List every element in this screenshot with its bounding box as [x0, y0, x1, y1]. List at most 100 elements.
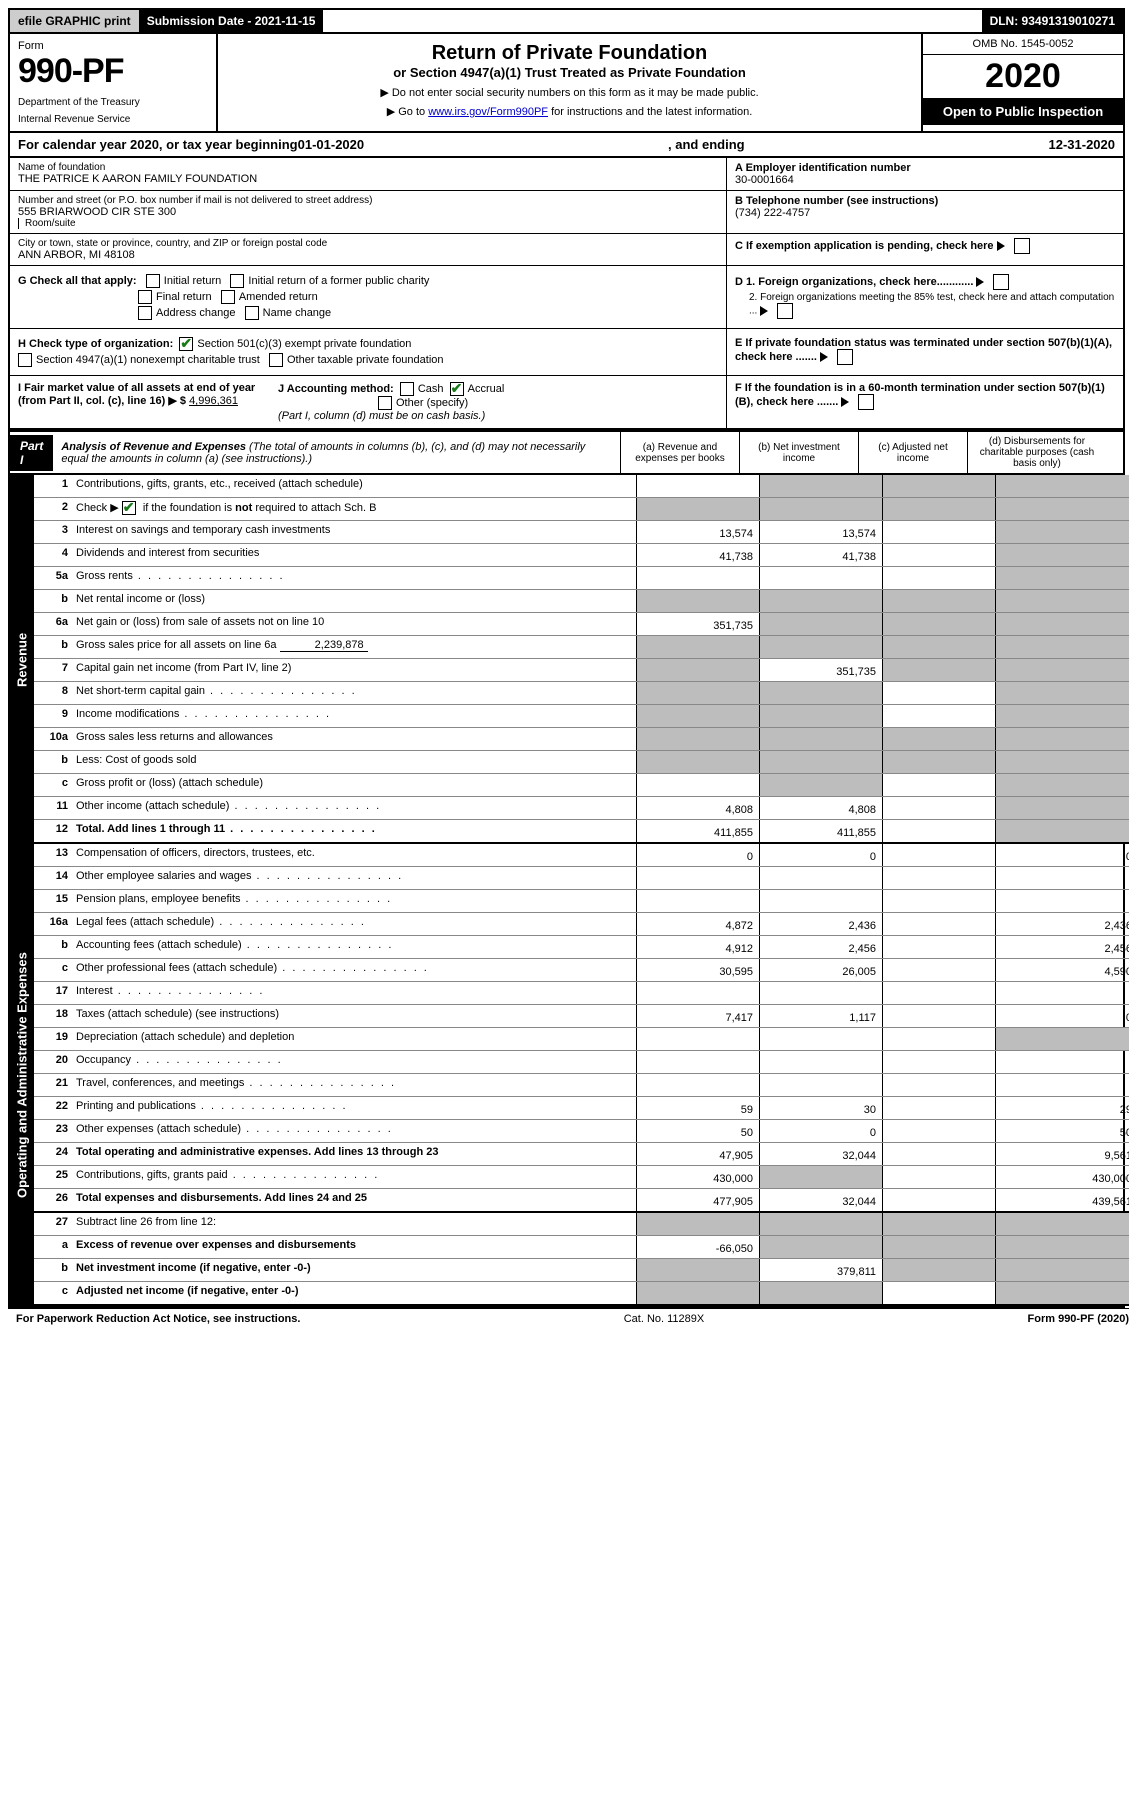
expenses-label: Operating and Administrative Expenses [10, 844, 34, 1306]
part1-title: Analysis of Revenue and Expenses [61, 441, 246, 453]
section-h-e: H Check type of organization: Section 50… [10, 329, 1123, 376]
row-20: 20Occupancy [34, 1051, 1129, 1074]
h-other-checkbox[interactable] [269, 353, 283, 367]
submission-date: Submission Date - 2021-11-15 [139, 10, 324, 32]
r16a-a: 4,872 [636, 913, 759, 935]
c-label: C If exemption application is pending, c… [735, 240, 994, 252]
f-label: F If the foundation is in a 60-month ter… [735, 382, 1105, 408]
j-other-checkbox[interactable] [378, 396, 392, 410]
row-17: 17Interest [34, 982, 1129, 1005]
j-note: (Part I, column (d) must be on cash basi… [278, 410, 718, 422]
form-note-link: ▶ Go to www.irs.gov/Form990PF for instru… [226, 105, 913, 118]
j-accrual: Accrual [468, 383, 505, 395]
row-11: 11Other income (attach schedule)4,8084,8… [34, 797, 1129, 820]
address-row: Number and street (or P.O. box number if… [10, 191, 1123, 234]
topbar: efile GRAPHIC print Submission Date - 20… [10, 10, 1123, 34]
r27b-b: 379,811 [759, 1259, 882, 1281]
r10c-desc: Gross profit or (loss) (attach schedule) [72, 774, 636, 796]
row-26: 26Total expenses and disbursements. Add … [34, 1189, 1129, 1213]
r24-b: 32,044 [759, 1143, 882, 1165]
r8-desc: Net short-term capital gain [72, 682, 636, 704]
r6a-a: 351,735 [636, 613, 759, 635]
form-id-block: Form 990-PF Department of the Treasury I… [10, 34, 218, 131]
form-year-block: OMB No. 1545-0052 2020 Open to Public In… [921, 34, 1123, 131]
foundation-name-row: Name of foundation THE PATRICE K AARON F… [10, 158, 1123, 191]
r16b-d: 2,456 [995, 936, 1129, 958]
arrow-icon [997, 241, 1005, 251]
g-initial-return-checkbox[interactable] [146, 274, 160, 288]
h-4947-checkbox[interactable] [18, 353, 32, 367]
r26-d: 439,561 [995, 1189, 1129, 1211]
r18-desc: Taxes (attach schedule) (see instruction… [72, 1005, 636, 1027]
r16b-a: 4,912 [636, 936, 759, 958]
row-22: 22Printing and publications593029 [34, 1097, 1129, 1120]
g-initial-former-checkbox[interactable] [230, 274, 244, 288]
j-accrual-checkbox[interactable] [450, 382, 464, 396]
d2-checkbox[interactable] [777, 303, 793, 319]
j-cash-checkbox[interactable] [400, 382, 414, 396]
f-checkbox[interactable] [858, 394, 874, 410]
g-name-checkbox[interactable] [245, 306, 259, 320]
d1-checkbox[interactable] [993, 274, 1009, 290]
calendar-year-row: For calendar year 2020, or tax year begi… [10, 133, 1123, 158]
r22-a: 59 [636, 1097, 759, 1119]
row-23: 23Other expenses (attach schedule)50050 [34, 1120, 1129, 1143]
g-final-checkbox[interactable] [138, 290, 152, 304]
cal-pre: For calendar year 2020, or tax year begi… [18, 137, 298, 152]
row-13: 13Compensation of officers, directors, t… [34, 844, 1129, 867]
r1-desc: Contributions, gifts, grants, etc., rece… [72, 475, 636, 497]
r12-desc: Total. Add lines 1 through 11 [72, 820, 636, 842]
r27a-desc: Excess of revenue over expenses and disb… [72, 1236, 636, 1258]
r23-b: 0 [759, 1120, 882, 1142]
r13-d: 0 [995, 844, 1129, 866]
schb-checkbox[interactable] [122, 501, 136, 515]
g-amended-checkbox[interactable] [221, 290, 235, 304]
ein-label: A Employer identification number [735, 162, 1115, 174]
row-6b: bGross sales price for all assets on lin… [34, 636, 1129, 659]
e-checkbox[interactable] [837, 349, 853, 365]
r11-b: 4,808 [759, 797, 882, 819]
r5a-desc: Gross rents [72, 567, 636, 589]
r23-d: 50 [995, 1120, 1129, 1142]
r13-b: 0 [759, 844, 882, 866]
r4-desc: Dividends and interest from securities [72, 544, 636, 566]
col-c-header: (c) Adjusted net income [859, 432, 968, 473]
j-other: Other (specify) [396, 397, 468, 409]
section-g-d: G Check all that apply: Initial return I… [10, 266, 1123, 329]
irs-link[interactable]: www.irs.gov/Form990PF [428, 106, 548, 118]
r11-desc: Other income (attach schedule) [72, 797, 636, 819]
g-label: G Check all that apply: [18, 275, 137, 287]
row-16b: bAccounting fees (attach schedule)4,9122… [34, 936, 1129, 959]
r16b-desc: Accounting fees (attach schedule) [72, 936, 636, 958]
dln: DLN: 93491319010271 [982, 10, 1123, 32]
form-subtitle: or Section 4947(a)(1) Trust Treated as P… [226, 65, 913, 80]
r25-desc: Contributions, gifts, grants paid [72, 1166, 636, 1188]
g-final: Final return [156, 291, 212, 303]
street-address: 555 BRIARWOOD CIR STE 300 [18, 206, 718, 218]
city-label: City or town, state or province, country… [18, 238, 718, 249]
h-501c3-checkbox[interactable] [179, 337, 193, 351]
form-number: 990-PF [18, 52, 208, 91]
g-address-checkbox[interactable] [138, 306, 152, 320]
r7-b: 351,735 [759, 659, 882, 681]
cal-begin: 01-01-2020 [298, 137, 365, 152]
room-label: Room/suite [18, 218, 145, 229]
r16c-a: 30,595 [636, 959, 759, 981]
row-3: 3Interest on savings and temporary cash … [34, 521, 1129, 544]
r27b-desc: Net investment income (if negative, ente… [72, 1259, 636, 1281]
form-title: Return of Private Foundation [226, 42, 913, 65]
r13-desc: Compensation of officers, directors, tru… [72, 844, 636, 866]
j-label: J Accounting method: [278, 383, 394, 395]
row-21: 21Travel, conferences, and meetings [34, 1074, 1129, 1097]
efile-print-button[interactable]: efile GRAPHIC print [10, 10, 139, 32]
dept-treasury: Department of the Treasury [18, 97, 208, 108]
row-5a: 5aGross rents [34, 567, 1129, 590]
col-a-header: (a) Revenue and expenses per books [621, 432, 740, 473]
g-amended: Amended return [239, 291, 318, 303]
r17-desc: Interest [72, 982, 636, 1004]
row-16c: cOther professional fees (attach schedul… [34, 959, 1129, 982]
r22-b: 30 [759, 1097, 882, 1119]
cal-mid: , and ending [364, 137, 1048, 152]
c-checkbox[interactable] [1014, 238, 1030, 254]
r6b-desc: Gross sales price for all assets on line… [72, 636, 636, 658]
